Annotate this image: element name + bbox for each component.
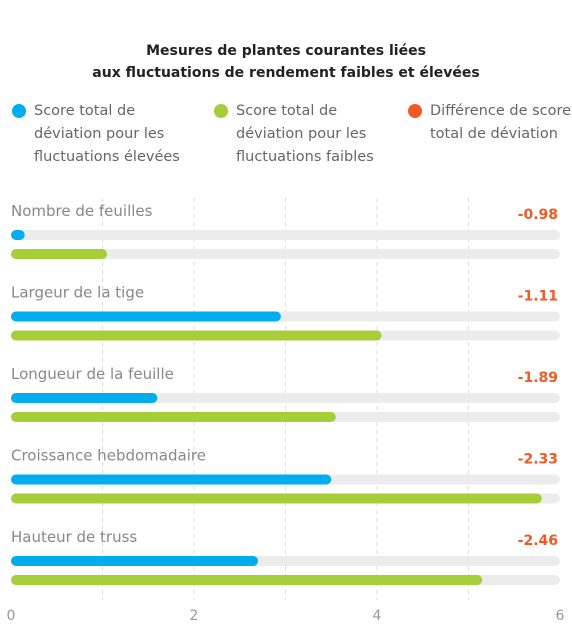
category-label: Longueur de la feuille	[11, 365, 174, 383]
bar-low	[11, 330, 382, 341]
legend-label-high: Score total de déviation pour les fluctu…	[34, 103, 180, 165]
legend-label-low: Score total de déviation pour les fluctu…	[236, 103, 374, 165]
bar-high	[11, 230, 25, 240]
bar-low	[11, 249, 108, 259]
x-tick-label: 4	[373, 608, 382, 624]
legend-swatch-diff	[408, 104, 422, 118]
difference-label: -1.89	[518, 370, 558, 386]
category-label: Croissance hebdomadaire	[11, 447, 206, 465]
category-label: Nombre de feuilles	[11, 202, 153, 220]
legend-swatch-low	[214, 104, 228, 118]
bar-low	[11, 575, 483, 585]
chart-title: Mesures de plantes courantes liées aux f…	[0, 40, 572, 84]
bar-high	[11, 311, 281, 322]
bar-track	[11, 249, 560, 259]
category-label: Largeur de la tige	[11, 284, 144, 302]
difference-label: -0.98	[518, 207, 558, 223]
x-tick-label: 2	[190, 608, 199, 624]
bar-low	[11, 493, 542, 504]
bar-low	[11, 412, 336, 422]
category-label: Hauteur de truss	[11, 528, 137, 546]
chart-title-line-1: Mesures de plantes courantes liées	[146, 43, 426, 59]
difference-label: -2.46	[518, 533, 558, 549]
x-tick-label: 6	[556, 608, 565, 624]
bar-high	[11, 393, 158, 403]
difference-label: -2.33	[518, 452, 558, 468]
bar-high	[11, 474, 332, 485]
legend-swatch-high	[12, 104, 26, 118]
legend-label-diff: Différence de score total de déviation	[430, 103, 572, 142]
difference-label: -1.11	[518, 289, 558, 305]
bar-track	[11, 230, 560, 240]
chart-title-line-2: aux fluctuations de rendement faibles et…	[92, 65, 480, 81]
bar-high	[11, 556, 259, 566]
x-tick-label: 0	[7, 608, 16, 624]
